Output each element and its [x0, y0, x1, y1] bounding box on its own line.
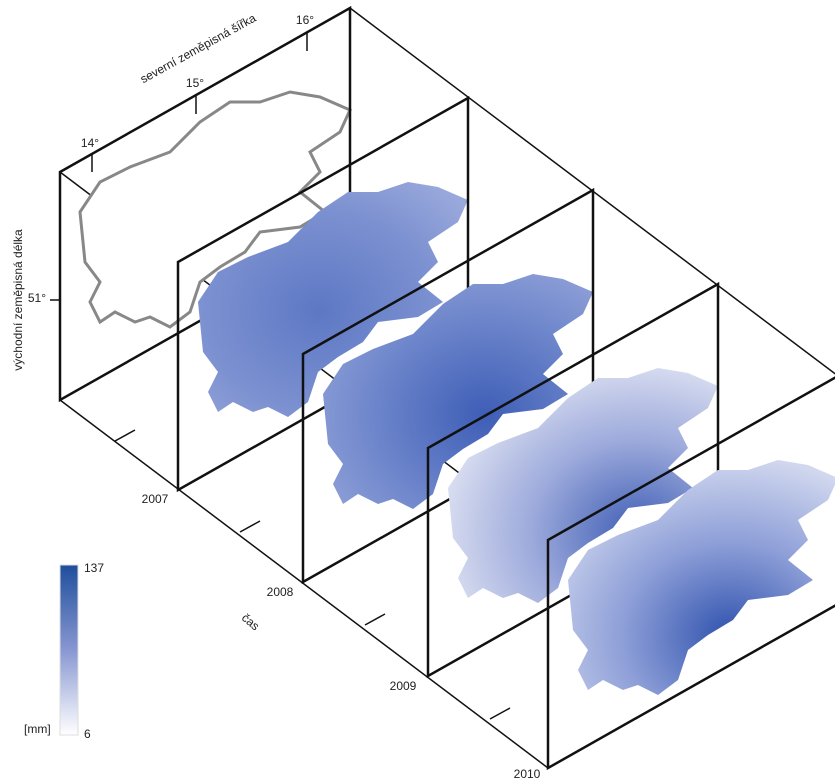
- year-label: 2007: [142, 492, 169, 506]
- legend-min: 6: [84, 727, 91, 741]
- space-time-cube: severní zeměpisná šířka 14° 15° 16° vých…: [0, 0, 835, 782]
- longitude-tick: 51°: [28, 291, 46, 305]
- latitude-tick: 15°: [186, 76, 204, 90]
- latitude-label: severní zeměpisná šířka: [138, 11, 259, 86]
- time-label: čas: [239, 611, 262, 634]
- legend-unit: [mm]: [24, 722, 51, 736]
- legend-ramp: [60, 565, 78, 735]
- longitude-label: východní zeměpisná délka: [11, 229, 25, 371]
- year-label: 2010: [514, 767, 541, 781]
- year-label: 2009: [390, 679, 417, 693]
- legend-max: 137: [84, 561, 104, 575]
- latitude-tick: 14°: [81, 136, 99, 150]
- latitude-tick: 16°: [296, 13, 314, 27]
- year-label: 2008: [267, 585, 294, 599]
